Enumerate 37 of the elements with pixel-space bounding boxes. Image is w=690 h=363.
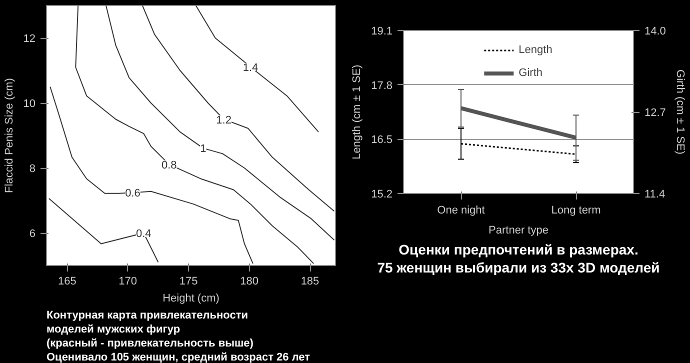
line-series [142, 6, 335, 212]
line-series [75, 6, 314, 264]
y-tick-label: 6 [29, 228, 36, 240]
line-series [195, 6, 319, 132]
x-tick-label: 180 [240, 276, 258, 288]
y2-tick-label: 12.7 [644, 107, 666, 119]
x-tick-label: One night [437, 204, 485, 216]
x-tick-label: 175 [179, 276, 198, 288]
y-tick-label: 8 [29, 163, 36, 175]
y-tick-label: 19.1 [371, 26, 393, 38]
y2-axis-title: Girth (cm ± 1 SE) [674, 70, 686, 154]
line-series [50, 86, 254, 264]
y-tick-label: 16.5 [371, 134, 393, 146]
text: (красный - привлекательность выше) [46, 338, 254, 350]
line-series [106, 6, 335, 241]
text: Оценки предпочтений в размерах. [398, 242, 638, 258]
x-tick-label: 165 [58, 276, 76, 288]
text: Контурная карта привлекательности [46, 310, 248, 322]
legend-label: Girth [518, 67, 543, 79]
x-tick-label: 170 [118, 276, 138, 288]
legend-label: Length [518, 44, 552, 56]
y-tick-label: 15.2 [371, 188, 393, 200]
x-tick-label: 185 [300, 276, 320, 288]
x-axis-title: Partner type [488, 224, 548, 236]
y-tick-label: 12 [23, 33, 36, 45]
y-tick-label: 17.8 [371, 80, 393, 92]
series-label: 1 [200, 143, 206, 156]
text: Оценивало 105 женщин, средний возраст 26 лет [46, 352, 311, 363]
text: моделей мужских фигур [46, 324, 180, 336]
x-axis-title: Height (cm) [162, 292, 220, 304]
y2-tick-label: 11.4 [644, 188, 666, 200]
y-axis-title: Flaccid Penis Size (cm) [3, 78, 16, 193]
y-axis-title: Length (cm ± 1 SE) [351, 64, 364, 160]
y2-tick-label: 14.0 [644, 26, 666, 38]
x-tick-label: Long term [551, 204, 601, 216]
y-tick-label: 10 [23, 98, 36, 110]
line-series [48, 198, 159, 263]
